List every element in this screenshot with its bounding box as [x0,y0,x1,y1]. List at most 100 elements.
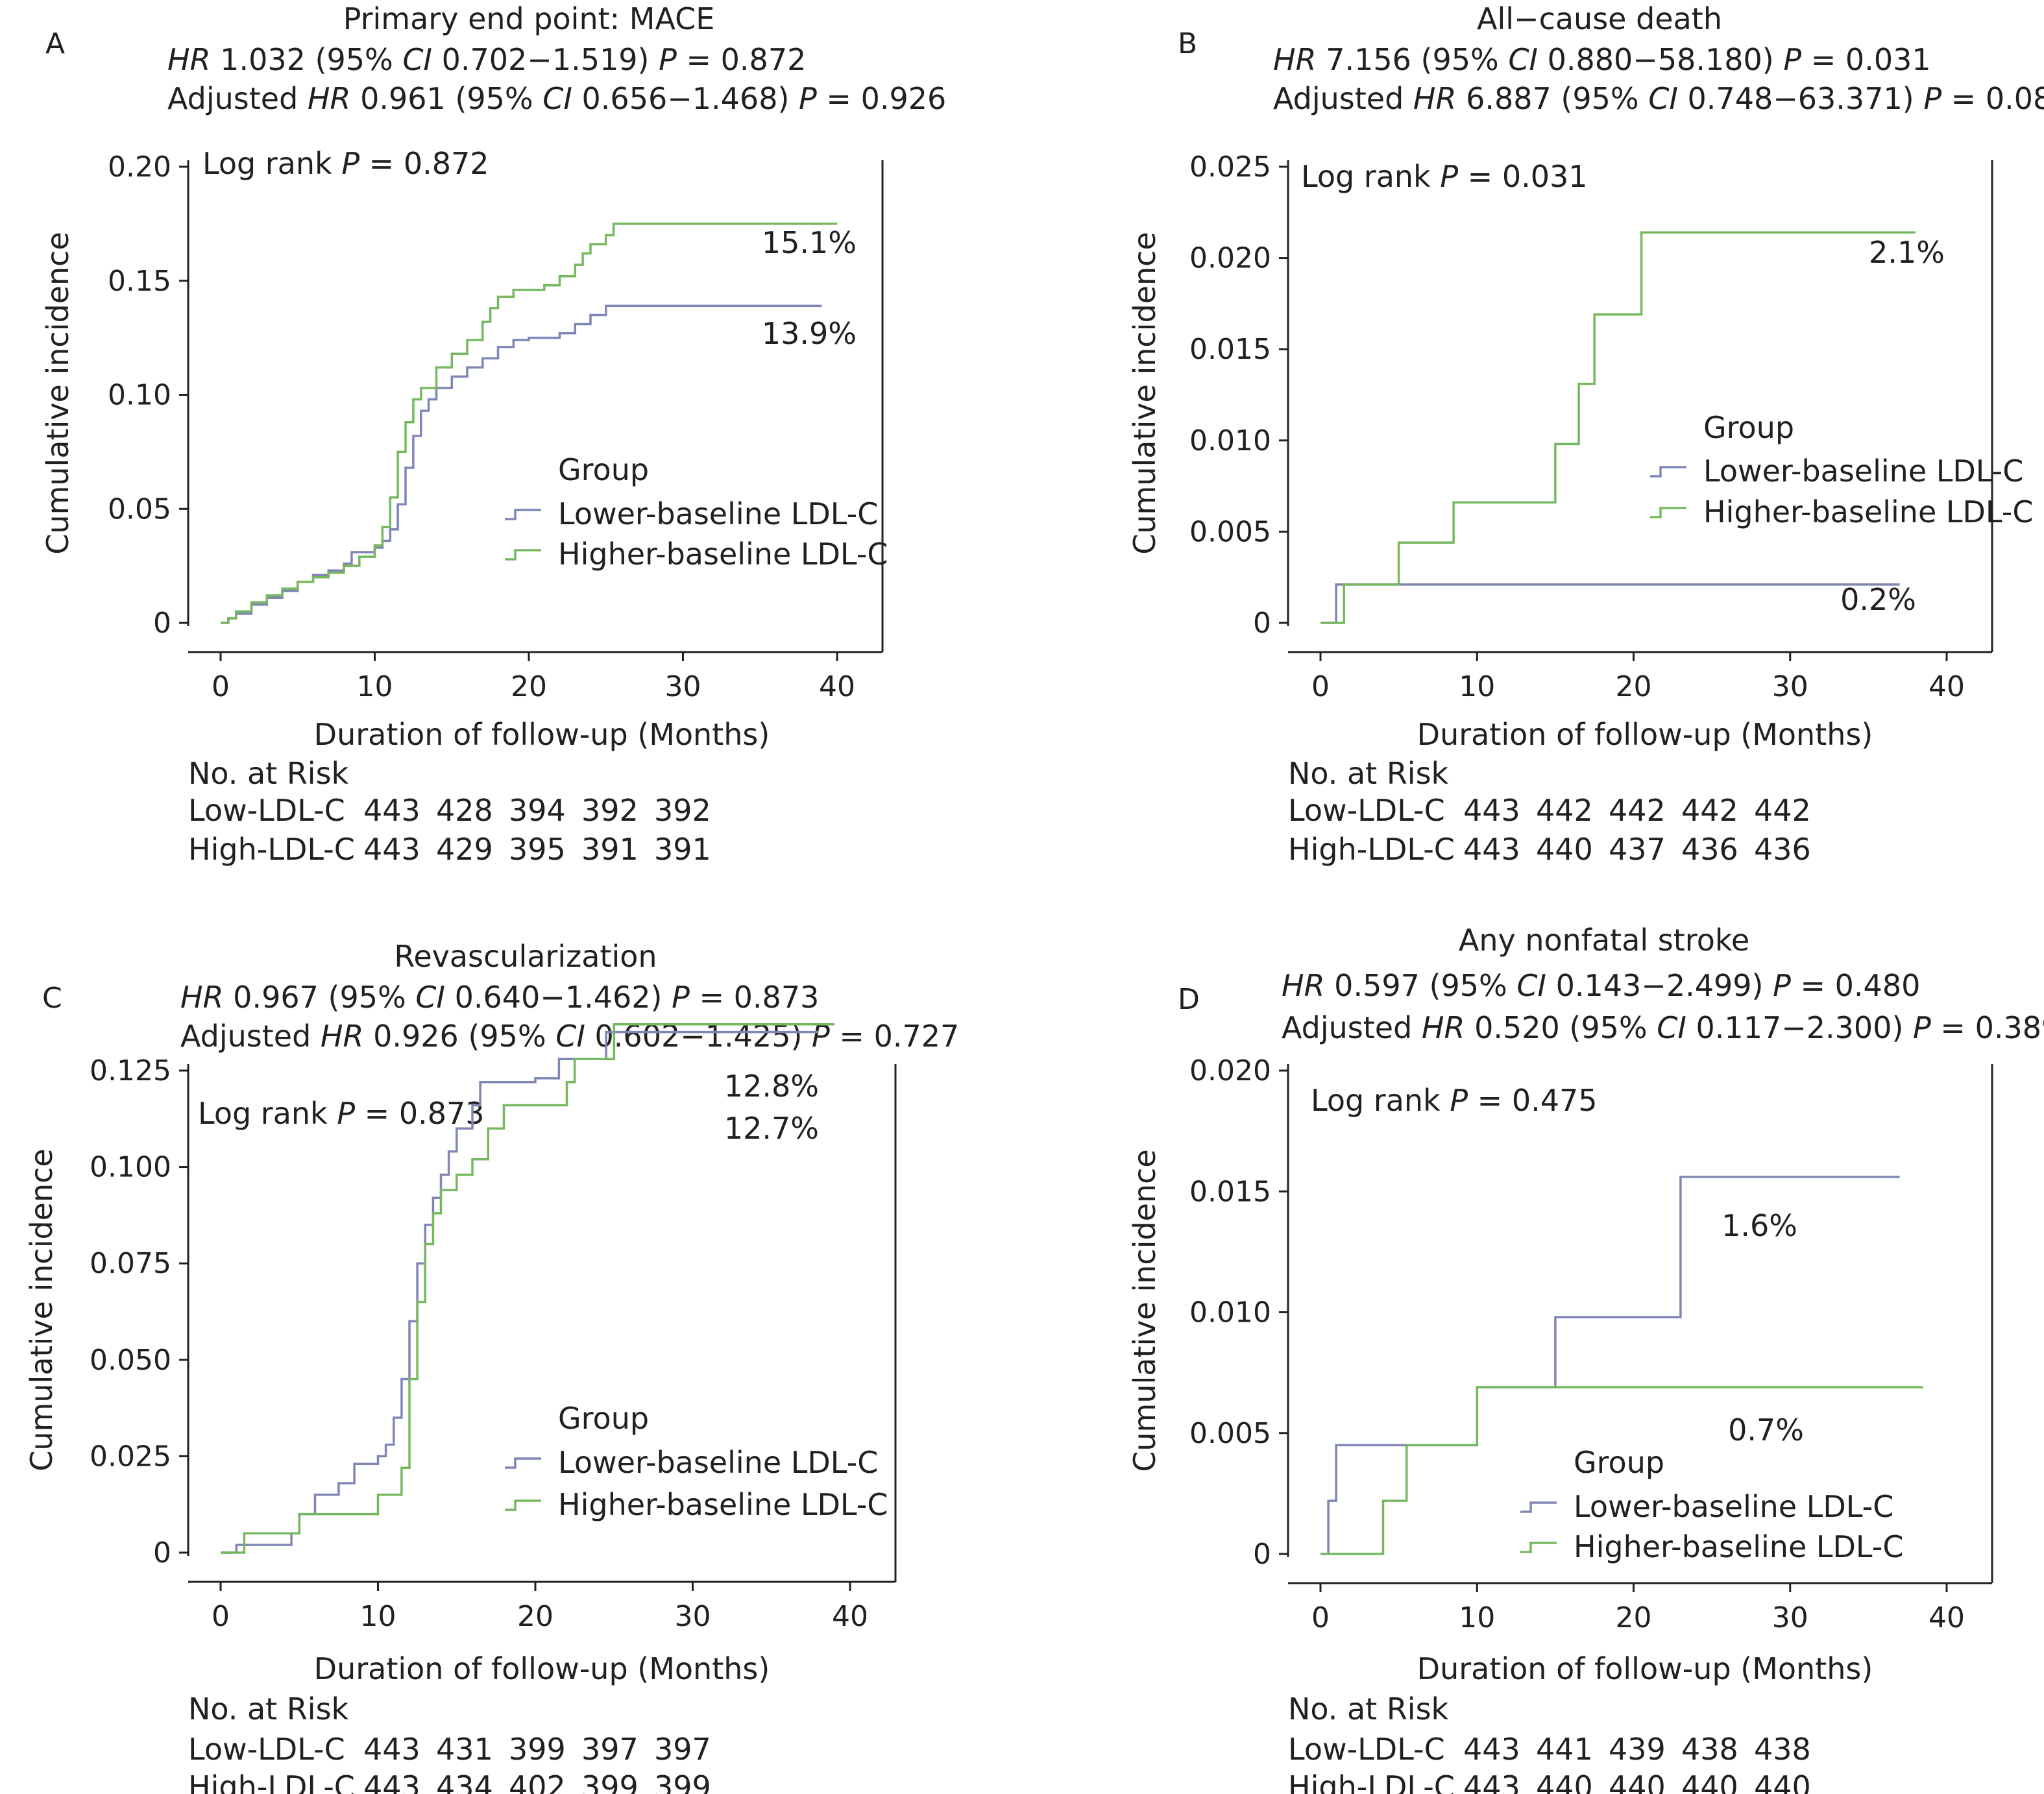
legend: Group Lower-baseline LDL-C Higher-baseline… [1650,410,2033,529]
legend: Group Lower-baseline LDL-C Higher-baseline… [1520,1445,1903,1564]
y-tick-label: 0.025 [1189,151,1271,184]
legend-item-label: Higher-baseline LDL-C [558,537,888,572]
p-symbol: P [1440,159,1458,194]
x-tick-label: 30 [1772,1601,1808,1634]
series-line-higher-baseline [1320,231,1916,624]
ci-range: 0.702−1.519) [432,42,659,77]
hr-value: 6.887 (95% [1456,81,1648,116]
y-tick-label: 0.015 [1189,333,1271,366]
risk-value: 442 [1754,793,1811,828]
x-axis-label: Duration of follow-up (Months) [1417,1651,1873,1686]
risk-value: 440 [1536,832,1593,867]
adjusted-label: Adjusted [1282,1010,1422,1045]
hr-symbol: HR [1273,42,1317,77]
p-symbol: P [1773,968,1791,1003]
risk-value: 440 [1609,1769,1666,1794]
ci-symbol: CI [402,42,432,77]
series-end-label: 12.7% [724,1111,819,1146]
risk-value: 399 [581,1769,639,1794]
series-line-higher-baseline [1320,1386,1923,1555]
legend-swatch [505,1499,541,1511]
legend-swatch [1520,1501,1557,1513]
risk-table-title: No. at Risk [188,1691,349,1727]
ci-range: 0.117−2.300) [1686,1010,1913,1045]
y-tick-label: 0 [1253,1538,1271,1571]
x-tick-label: 0 [1311,1601,1330,1634]
log-rank-annotation: Log rank P = 0.031 [1301,159,1588,194]
risk-row-label: High-LDL-C [188,832,355,867]
risk-value: 442 [1609,793,1666,828]
panel-a: A Primary end point: MACE HR 1.032 (95% CI… [40,1,946,867]
legend: Group Lower-baseline LDL-C Higher-baseline… [505,452,888,572]
y-tick-label: 0.010 [1189,1296,1271,1329]
log-rank-annotation: Log rank P = 0.872 [202,146,489,181]
p-value: = 0.727 [830,1019,959,1054]
log-rank-annotation: Log rank P = 0.873 [198,1096,485,1131]
risk-row-label: High-LDL-C [1288,832,1455,867]
risk-value: 391 [581,832,639,867]
x-tick-label: 40 [1928,1601,1965,1634]
log-rank-label: Log rank [1301,159,1440,194]
risk-value: 438 [1754,1732,1811,1767]
panel-title: All−cause death [1477,1,1722,36]
hr-value: 0.597 (95% [1325,968,1517,1003]
risk-value: 428 [436,793,493,828]
legend-title: Group [1574,1445,1664,1480]
y-tick-label: 0.005 [1189,1417,1271,1450]
p-symbol: P [659,42,677,77]
hr-symbol: HR [1282,968,1325,1003]
risk-value: 440 [1681,1769,1738,1794]
p-value: = 0.088 [1941,81,2044,116]
hr-value: 7.156 (95% [1317,42,1509,77]
panel-title: Revascularization [394,939,657,974]
p-value: = 0.031 [1458,159,1587,194]
risk-value: 395 [509,832,566,867]
panel-title: Any nonfatal stroke [1459,923,1749,958]
x-tick-label: 20 [1616,1601,1652,1634]
x-tick-label: 30 [665,670,701,703]
hr-symbol: HR [1422,1010,1465,1045]
ci-symbol: CI [415,980,445,1015]
x-tick-label: 10 [360,1600,396,1633]
y-tick-label: 0.15 [108,265,171,298]
p-symbol: P [1783,42,1801,77]
y-tick-label: 0.010 [1189,424,1271,457]
y-tick-label: 0.025 [90,1440,171,1473]
risk-value: 399 [509,1732,566,1767]
risk-value: 443 [1463,1769,1520,1794]
adjusted-hr-line: Adjusted HR 0.926 (95% CI 0.602−1.425) P… [180,1019,959,1054]
y-tick-label: 0 [1253,607,1271,640]
ci-range: 0.748−63.371) [1678,81,1923,116]
p-symbol: P [1923,81,1941,116]
x-axis-label: Duration of follow-up (Months) [314,1651,770,1686]
ci-range: 0.640−1.462) [445,980,672,1015]
risk-value: 443 [1463,832,1520,867]
x-tick-label: 40 [832,1600,868,1633]
risk-value: 431 [436,1732,493,1767]
risk-row-label: High-LDL-C [188,1769,355,1794]
risk-value: 442 [1681,793,1738,828]
x-axis-label: Duration of follow-up (Months) [314,717,770,752]
p-value: = 0.872 [677,42,806,77]
legend-swatch [1650,507,1686,518]
risk-value: 441 [1536,1732,1593,1767]
panel-title: Primary end point: MACE [343,1,715,36]
hr-value: 1.032 (95% [211,42,403,77]
risk-value: 440 [1536,1769,1593,1794]
series-line-lower-baseline [1320,583,1900,624]
x-tick-label: 30 [675,1600,711,1633]
x-tick-label: 20 [511,670,547,703]
legend-swatch [1520,1542,1557,1553]
risk-row-label: Low-LDL-C [1288,793,1445,828]
hr-symbol: HR [321,1019,364,1054]
panel-d: D Any nonfatal stroke HR 0.597 (95% CI 0.1… [1127,923,2044,1794]
series-line-higher-baseline [221,1023,834,1554]
y-axis-label: Cumulative incidence [40,232,75,554]
x-tick-label: 40 [819,670,855,703]
x-tick-label: 20 [1616,670,1652,703]
y-axis-label: Cumulative incidence [1127,232,1162,554]
log-rank-annotation: Log rank P = 0.475 [1311,1083,1598,1118]
risk-value: 436 [1754,832,1811,867]
